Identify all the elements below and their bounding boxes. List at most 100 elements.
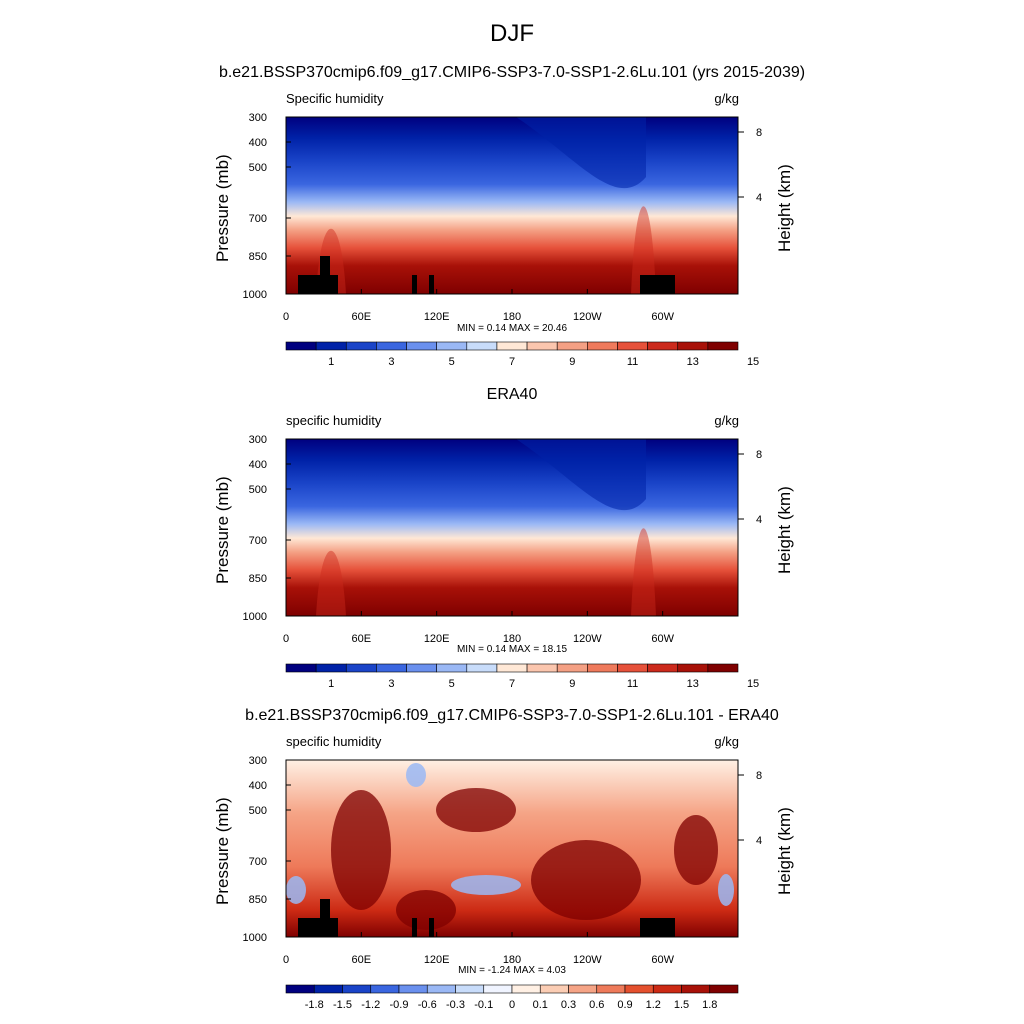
y-right-tick-label: 8: [756, 770, 762, 782]
x-tick-label: 60W: [651, 633, 674, 645]
y-tick-label: 400: [249, 459, 267, 471]
x-tick-label: 120W: [573, 954, 602, 966]
colorbar-box: [568, 984, 598, 994]
panel1-min-max: MIN = 0.14 MAX = 20.46: [456, 323, 568, 334]
x-tick-label: 120W: [573, 633, 602, 645]
colorbar-label: -1.2: [361, 999, 380, 1011]
x-tick-label: 0: [283, 311, 289, 323]
x-tick-label: 120E: [424, 954, 450, 966]
colorbar-box: [539, 984, 569, 994]
terrain-mask: [640, 918, 675, 937]
colorbar-box: [709, 984, 739, 994]
panel2-min-max: MIN = 0.14 MAX = 18.15: [456, 644, 568, 655]
colorbar-label: 9: [569, 678, 575, 690]
x-tick-label: 0: [283, 954, 289, 966]
x-tick-label: 180: [503, 633, 521, 645]
y-tick-label: 700: [249, 856, 267, 868]
x-tick-label: 0: [283, 633, 289, 645]
colorbar-label: -1.8: [305, 999, 324, 1011]
colorbar-box: [596, 984, 626, 994]
positive-anomaly-core: [531, 840, 641, 920]
negative-anomaly-patch: [718, 874, 734, 906]
terrain-mask: [429, 918, 434, 937]
y-tick-label: 400: [249, 780, 267, 792]
terrain-mask: [429, 275, 434, 294]
y-tick-label: 300: [249, 434, 267, 446]
colorbar-label: 11: [627, 678, 638, 690]
y-tick-label: 1000: [243, 932, 267, 944]
panel1-title: b.e21.BSSP370cmip6.f09_g17.CMIP6-SSP3-7.…: [218, 64, 806, 81]
colorbar-box: [285, 663, 317, 673]
colorbar-box: [436, 341, 468, 351]
y-tick-label: 1000: [243, 289, 267, 301]
panel3-units-label: g/kg: [714, 734, 739, 749]
colorbar-label: 1.2: [646, 999, 661, 1011]
colorbar-box: [436, 663, 468, 673]
x-tick-label: 60E: [352, 633, 372, 645]
humidity-field: [286, 117, 738, 294]
colorbar-box: [426, 984, 456, 994]
colorbar-box: [526, 341, 558, 351]
colorbar-label: 7: [509, 678, 515, 690]
terrain-mask: [298, 918, 338, 937]
colorbar-box: [677, 663, 709, 673]
y-tick-label: 300: [249, 755, 267, 767]
y-tick-label: 500: [249, 805, 267, 817]
x-tick-label: 180: [503, 954, 521, 966]
negative-anomaly-patch: [451, 875, 521, 895]
colorbar-label: 1: [328, 356, 334, 368]
negative-anomaly-patch: [406, 763, 426, 787]
colorbar-box: [652, 984, 682, 994]
y-right-tick-label: 4: [756, 192, 762, 204]
colorbar-label: 0.3: [561, 999, 576, 1011]
colorbar-label: 9: [569, 356, 575, 368]
colorbar-box: [315, 663, 347, 673]
colorbar-box: [376, 341, 407, 351]
panel2-variable-label: specific humidity: [286, 413, 382, 428]
colorbar-box: [647, 663, 679, 673]
colorbar-label: 1.5: [674, 999, 689, 1011]
colorbar-box: [285, 984, 315, 994]
colorbar-label: -0.1: [474, 999, 493, 1011]
positive-anomaly-core: [396, 890, 456, 930]
colorbar-box: [455, 984, 485, 994]
positive-anomaly-core: [331, 790, 391, 910]
panel2-units-label: g/kg: [714, 413, 739, 428]
terrain-mask: [640, 275, 675, 294]
panel-3: 0 60E 120E 180 120W 60W 300 400 500 700 850 1000 8 4 -…: [243, 755, 763, 1011]
y-right-tick-label: 4: [756, 835, 762, 847]
colorbar-label: 3: [388, 356, 394, 368]
x-tick-label: 120W: [573, 311, 602, 323]
colorbar-label: 5: [449, 678, 455, 690]
colorbar-box: [526, 663, 558, 673]
terrain-mask: [412, 918, 417, 937]
moist-plume-region: [631, 528, 656, 616]
colorbar-box: [376, 663, 407, 673]
colorbar-label: 0.6: [589, 999, 604, 1011]
y-right-tick-label: 4: [756, 514, 762, 526]
colorbar-box: [406, 341, 437, 351]
colorbar-label: 15: [747, 356, 759, 368]
colorbar-box: [587, 663, 618, 673]
colorbar-box: [707, 663, 739, 673]
colorbar-label: 0.1: [533, 999, 548, 1011]
main-title: DJF: [490, 20, 534, 47]
panel-2: 0 60E 120E 180 120W 60W 300 400 500 700 850 1000 8 4 1…: [243, 434, 763, 690]
colorbar-label: 11: [627, 356, 638, 368]
positive-anomaly-core: [674, 815, 718, 885]
colorbar-box: [406, 663, 437, 673]
x-tick-label: 120E: [424, 311, 450, 323]
panel1-variable-label: Specific humidity: [286, 91, 384, 106]
colorbar-box: [315, 341, 347, 351]
colorbar-box: [707, 341, 739, 351]
colorbar-box: [677, 341, 709, 351]
panel-1: 0 60E 120E 180 120W 60W 300 400 500 700 850 1000 8 4 1…: [243, 112, 763, 368]
colorbar-box: [556, 341, 588, 351]
colorbar-box: [342, 984, 372, 994]
y-tick-label: 700: [249, 535, 267, 547]
y-tick-label: 850: [249, 573, 267, 585]
colorbar-label: -0.6: [418, 999, 437, 1011]
colorbar-box: [647, 341, 679, 351]
colorbar-box: [511, 984, 541, 994]
colorbar-box: [370, 984, 400, 994]
